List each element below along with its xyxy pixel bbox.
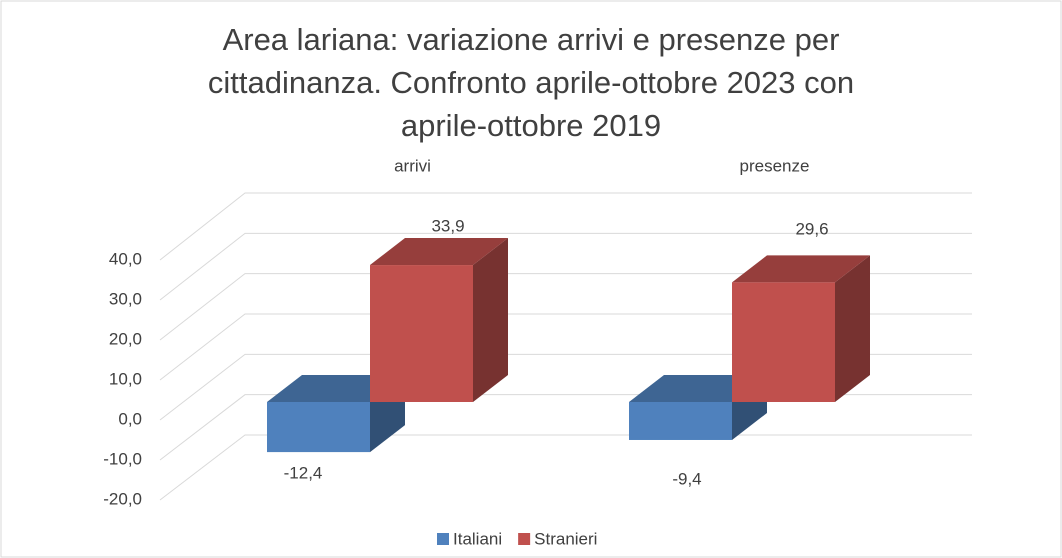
y-tick-label: -10,0 <box>103 449 142 468</box>
grid-line <box>159 353 972 421</box>
value-label: 29,6 <box>795 219 828 238</box>
y-tick-label: 30,0 <box>109 289 142 308</box>
bar-top <box>370 238 508 266</box>
legend-label: Italiani <box>453 529 502 548</box>
bar-side <box>835 255 870 402</box>
y-tick-label: 0,0 <box>118 409 142 428</box>
grid-line <box>159 273 972 341</box>
y-tick-label: 10,0 <box>109 369 142 388</box>
value-label: -12,4 <box>284 463 323 482</box>
grid-line <box>159 192 972 261</box>
bar <box>629 402 732 440</box>
legend-swatch <box>437 533 449 545</box>
grid-line <box>159 313 972 381</box>
bar <box>732 282 835 402</box>
legend-swatch <box>518 533 531 545</box>
bar-side <box>473 238 508 402</box>
legend-label: Stranieri <box>534 529 597 548</box>
chart-title: Area lariana: variazione arrivi e presen… <box>207 22 855 143</box>
bar <box>267 402 370 453</box>
y-tick-label: -20,0 <box>103 489 142 508</box>
y-tick-label: 40,0 <box>109 249 142 268</box>
value-label: -9,4 <box>672 469 701 488</box>
category-label: arrivi <box>394 156 431 175</box>
value-label: 33,9 <box>431 216 464 235</box>
grid-line <box>159 232 972 301</box>
y-tick-label: 20,0 <box>109 329 142 348</box>
category-label: presenze <box>740 156 810 175</box>
bar <box>370 265 473 402</box>
bar-top <box>732 255 870 283</box>
